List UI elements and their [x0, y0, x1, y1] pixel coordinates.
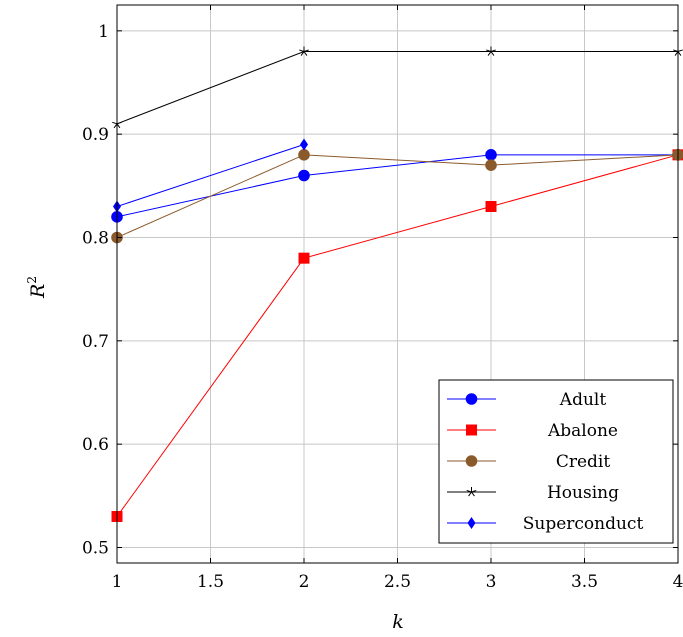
data-point-adult	[298, 169, 310, 182]
data-point-credit	[485, 159, 497, 171]
data-point-housing	[299, 46, 309, 56]
legend-label-superconduct: Superconduct	[523, 514, 644, 534]
legend-label-housing: Housing	[547, 483, 619, 503]
y-tick-label: 0.7	[82, 332, 109, 352]
data-point-housing	[486, 46, 496, 56]
series-markers	[111, 46, 683, 522]
y-tick-label: 1	[98, 22, 109, 42]
y-tick-label: 0.6	[82, 435, 109, 455]
y-tick-label: 0.5	[82, 539, 109, 559]
legend-marker-adult	[465, 393, 478, 405]
x-tick-label: 2.5	[384, 572, 411, 592]
x-tick-label: 4	[673, 572, 683, 592]
data-point-superconduct	[300, 138, 308, 151]
data-point-credit	[298, 149, 310, 161]
series-lines	[116, 51, 679, 517]
legend-marker-abalone	[466, 424, 477, 436]
grid	[116, 5, 679, 563]
legend-marker-housing	[466, 487, 477, 497]
ticks	[116, 5, 679, 563]
legend-label-abalone: Abalone	[547, 421, 618, 441]
legend-label-credit: Credit	[556, 452, 611, 472]
y-tick-label: 0.9	[82, 125, 109, 145]
x-tick-label: 1	[112, 572, 123, 592]
legend-label-adult: Adult	[559, 390, 607, 410]
series-line-abalone	[116, 154, 679, 517]
x-axis-label: k	[392, 611, 404, 633]
x-tick-label: 2	[299, 572, 310, 592]
legend-marker-superconduct	[467, 517, 476, 529]
series-line-superconduct	[116, 144, 305, 207]
x-tick-label: 1.5	[197, 572, 224, 592]
y-axis-label-base: R	[27, 284, 49, 299]
data-point-adult	[485, 149, 497, 161]
tick-labels: 1 1.5 2 2.5 3 3.5 4 0.5 0.6 0.7 0.8 0.9 1	[82, 22, 683, 592]
series-line-housing	[116, 51, 678, 125]
data-point-abalone	[485, 201, 497, 212]
legend: Adult Abalone Credit Housing Superconduct	[438, 379, 674, 544]
y-tick-label: 0.8	[82, 229, 109, 249]
y-axis-label-superscript: 2	[25, 276, 39, 284]
y-axis-label: R2	[25, 276, 49, 299]
x-tick-label: 3	[486, 572, 497, 592]
x-tick-label: 3.5	[571, 572, 598, 592]
data-point-abalone	[298, 252, 310, 264]
legend-marker-credit	[465, 455, 478, 467]
series-line-credit	[116, 154, 679, 238]
